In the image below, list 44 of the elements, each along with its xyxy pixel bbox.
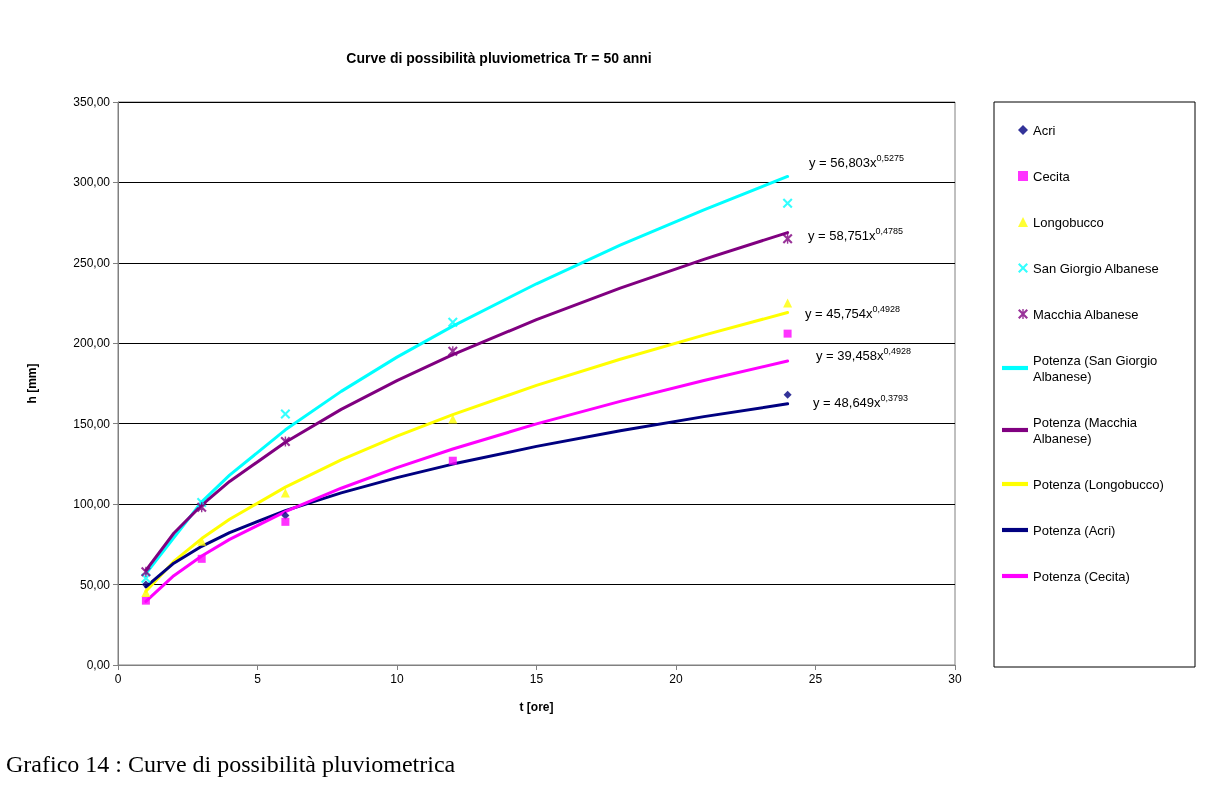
x-tick-label: 15: [529, 672, 544, 686]
text: Grafico 14 : Curve di possibilità pluviometrica: [6, 751, 456, 777]
legend-label: Macchia Albanese: [1033, 306, 1139, 322]
y-tick-label: 150,00: [73, 416, 111, 431]
y-tick-label: 100,00: [73, 497, 111, 512]
x-tick-label: 10: [390, 672, 404, 686]
x-tick-label: 30: [948, 672, 962, 686]
x-tick-label: 25: [808, 672, 823, 686]
point: [197, 554, 206, 563]
point: [280, 409, 291, 420]
x-tick-label: 5: [254, 672, 262, 686]
legend-label: Potenza (Cecita): [1033, 568, 1130, 584]
point: [141, 588, 151, 598]
chart-title: Curve di possibilità pluviometrica Tr = 50 anni: [346, 50, 652, 66]
x-tick-label: 0: [114, 672, 122, 686]
legend-label: Cecita: [1033, 168, 1071, 184]
point: [281, 517, 290, 526]
legend-label: Potenza (Longobucco): [1033, 476, 1164, 492]
x-tick-label: 20: [669, 672, 683, 686]
legend-label: San Giorgio Albanese: [1033, 260, 1159, 276]
point: [448, 456, 457, 465]
y-tick-label: 300,00: [73, 175, 111, 190]
point: [281, 511, 290, 520]
legend-label: Potenza (Acri): [1033, 522, 1116, 538]
point: [447, 317, 458, 328]
y-axis-title: h [mm]: [25, 363, 39, 404]
point: [141, 596, 150, 605]
x-axis-title: t [ore]: [519, 700, 554, 714]
legend-label: Potenza (Macchia Albanese): [1033, 414, 1141, 446]
y-tick-label: 50,00: [79, 577, 111, 592]
legend-label: Potenza (San Giorgio Albanese): [1033, 352, 1161, 384]
y-tick-label: 250,00: [73, 255, 111, 270]
y-tick-label: 0,00: [86, 658, 111, 672]
point: [783, 390, 792, 399]
point: [783, 329, 792, 338]
y-tick-label: 200,00: [73, 336, 111, 351]
legend-label: Longobucco: [1033, 214, 1104, 230]
point: [141, 580, 150, 589]
point: [197, 536, 207, 546]
y-tick-label: 350,00: [73, 95, 111, 109]
legend-label: Acri: [1033, 122, 1056, 138]
point: [140, 566, 151, 577]
point: [782, 198, 793, 209]
point: [783, 298, 793, 308]
